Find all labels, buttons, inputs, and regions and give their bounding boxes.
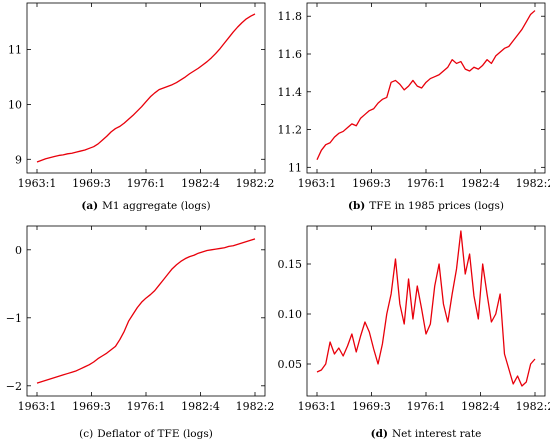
caption-b: (b) TFE in 1985 prices (logs) — [348, 200, 504, 212]
caption-c-text: Deflator of TFE (logs) — [97, 428, 213, 440]
x-tick-label-d: 1963:1 — [298, 400, 337, 413]
x-tick-label-c: 1976:1 — [127, 400, 166, 413]
series-line-c — [36, 238, 256, 384]
y-tick-label-b: 11.6 — [278, 48, 303, 61]
y-tick-label-d: 0.05 — [278, 358, 303, 371]
x-tick-label-a: 1982:2 — [236, 177, 275, 190]
caption-c-letter: (c) — [79, 428, 93, 440]
plot-frame-c — [26, 225, 266, 397]
y-tick-label-a: 11 — [8, 44, 22, 57]
y-tick-label-a: 10 — [8, 98, 22, 111]
y-tick-label-b: 11.2 — [278, 124, 303, 137]
x-tick-label-b: 1982:4 — [461, 177, 500, 190]
y-tick-label-a: 9 — [15, 153, 22, 166]
series-line-a — [36, 13, 256, 163]
y-tick-label-c: −2 — [6, 380, 22, 393]
plot-area-b: 1963:1 1969:3 1976:1 1982:4 1982:2 11 11.2 11.4… — [278, 3, 550, 190]
y-tick-label-b: 11.4 — [278, 86, 303, 99]
x-tick-label-b: 1982:2 — [516, 177, 550, 190]
y-tick-label-c: −1 — [6, 312, 22, 325]
series-line-d — [316, 230, 536, 387]
y-tick-label-d: 0.15 — [278, 258, 303, 271]
caption-a-letter: (a) — [81, 200, 98, 212]
y-tick-label-b: 11.8 — [278, 10, 303, 23]
caption-d: (d) Net interest rate — [371, 428, 482, 440]
series-line-b — [316, 10, 536, 161]
x-tick-label-a: 1982:4 — [181, 177, 220, 190]
caption-d-letter: (d) — [371, 428, 388, 440]
panel-d: 1963:1 1969:3 1976:1 1982:4 1982:2 0.05 0.10 0.… — [278, 225, 550, 440]
x-tick-label-a: 1969:3 — [72, 177, 111, 190]
x-tick-label-c: 1982:2 — [236, 400, 275, 413]
caption-a-text: M1 aggregate (logs) — [102, 200, 210, 212]
caption-b-letter: (b) — [348, 200, 365, 212]
x-tick-label-d: 1982:2 — [516, 400, 550, 413]
y-tick-label-c: 0 — [15, 244, 22, 257]
panel-a: 1963:1 1969:3 1976:1 1982:4 1982:2 9 10 11 (a) M… — [8, 2, 274, 212]
caption-c: (c) Deflator of TFE (logs) — [79, 428, 213, 440]
x-tick-label-b: 1976:1 — [407, 177, 446, 190]
x-tick-label-c: 1963:1 — [18, 400, 57, 413]
x-tick-label-a: 1976:1 — [127, 177, 166, 190]
panel-b: 1963:1 1969:3 1976:1 1982:4 1982:2 11 11.2 11.4… — [278, 2, 550, 212]
x-tick-label-d: 1976:1 — [407, 400, 446, 413]
x-tick-label-d: 1982:4 — [461, 400, 500, 413]
plot-frame-b — [306, 2, 546, 174]
x-tick-label-a: 1963:1 — [18, 177, 57, 190]
plot-area-a: 1963:1 1969:3 1976:1 1982:4 1982:2 9 10 11 — [8, 3, 274, 190]
caption-b-text: TFE in 1985 prices (logs) — [369, 200, 504, 212]
x-tick-label-c: 1982:4 — [181, 400, 220, 413]
caption-d-text: Net interest rate — [392, 428, 481, 440]
x-tick-label-d: 1969:3 — [352, 400, 391, 413]
caption-a: (a) M1 aggregate (logs) — [81, 200, 210, 212]
y-tick-label-b: 11 — [288, 161, 302, 174]
plot-frame-a — [26, 2, 266, 174]
x-tick-label-b: 1963:1 — [298, 177, 337, 190]
plot-area-d: 1963:1 1969:3 1976:1 1982:4 1982:2 0.05 0.10 0.… — [278, 226, 550, 413]
plot-area-c: 1963:1 1969:3 1976:1 1982:4 1982:2 −2 −1 0 — [6, 226, 275, 413]
y-tick-label-d: 0.10 — [278, 308, 303, 321]
panel-c: 1963:1 1969:3 1976:1 1982:4 1982:2 −2 −1 0 (c) D… — [6, 225, 275, 440]
x-tick-label-c: 1969:3 — [72, 400, 111, 413]
x-tick-label-b: 1969:3 — [352, 177, 391, 190]
